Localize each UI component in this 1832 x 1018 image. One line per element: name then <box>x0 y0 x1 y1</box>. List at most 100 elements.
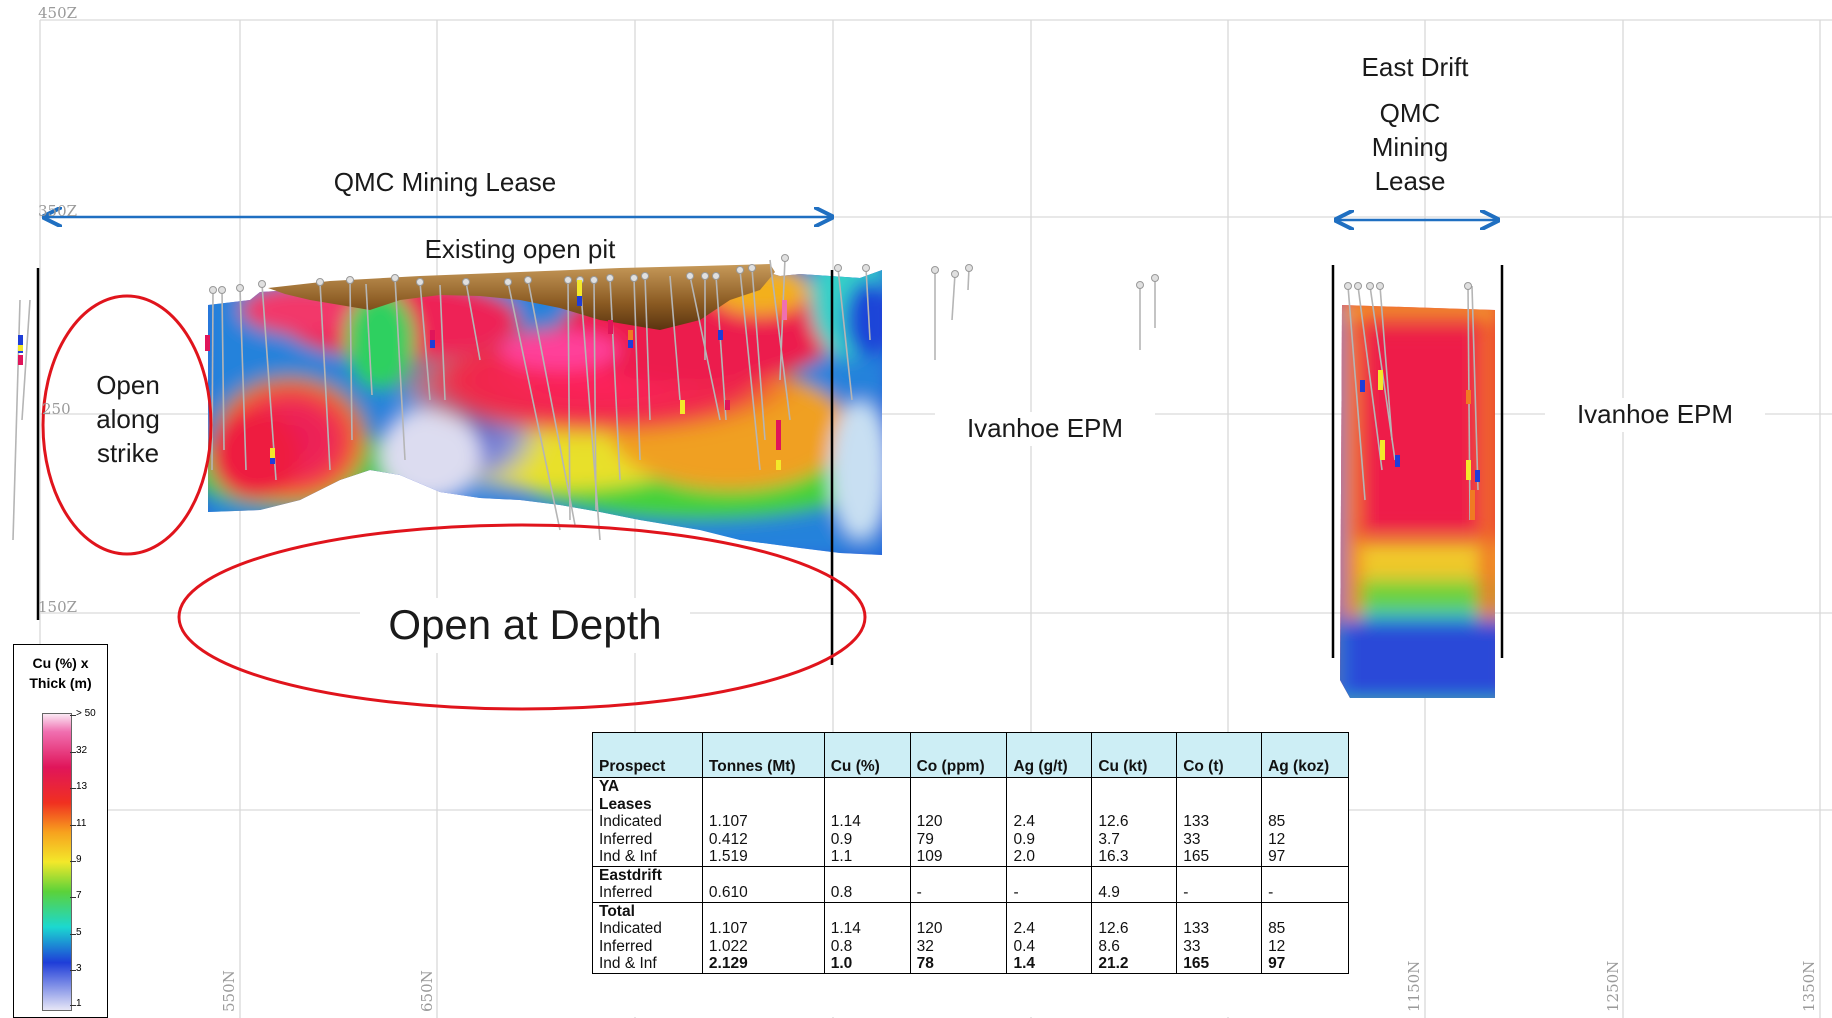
legend-title: Cu (%) x Thick (m) <box>14 653 107 694</box>
cell: - <box>1006 884 1093 902</box>
cell-value: 165 <box>1183 955 1210 972</box>
cell: 165 <box>1176 848 1263 866</box>
legend-title-line-2: Thick (m) <box>29 675 92 692</box>
cell: 12 <box>1261 937 1349 955</box>
cell-value: 21.2 <box>1098 955 1129 972</box>
open-strike-label: Open along strike <box>68 369 188 470</box>
cell: 0.610 <box>701 884 825 902</box>
cell-value: 78 <box>916 955 934 972</box>
color-legend: Cu (%) x Thick (m) > 50 32 13 11 9 7 5 3… <box>13 644 108 1018</box>
qmc-east-line-3: Lease <box>1374 165 1446 196</box>
table-group-row: Eastdrift <box>592 865 1349 884</box>
cell: 0.9 <box>1006 830 1093 848</box>
cell: 16.3 <box>1091 848 1178 866</box>
cell: 1.1 <box>823 848 911 866</box>
table-row: Ind & Inf 1.519 1.1 109 2.0 16.3 165 97 <box>592 848 1349 866</box>
cell: 120 <box>909 813 1008 831</box>
ivanhoe-epm-label-1: Ivanhoe EPM <box>935 412 1155 446</box>
cell: 109 <box>909 848 1008 866</box>
cell: 33 <box>1176 830 1263 848</box>
cell-value: 1.4 <box>1013 955 1036 972</box>
cell: Inferred <box>592 937 703 955</box>
cell: 8.6 <box>1091 937 1178 955</box>
cell: 3.7 <box>1091 830 1178 848</box>
cell: 133 <box>1176 920 1263 938</box>
table-group-row: YA <box>592 777 1349 796</box>
col-header: Tonnes (Mt) <box>701 732 825 778</box>
northing-label-650: 650N <box>418 970 436 1012</box>
cell: 1.022 <box>701 937 825 955</box>
legend-tick: 5 <box>76 927 82 938</box>
legend-tick: 7 <box>76 890 82 901</box>
resource-table: Prospect Tonnes (Mt) Cu (%) Co (ppm) Ag … <box>592 732 1349 974</box>
cell: Ind & Inf <box>592 848 703 866</box>
cell: 0.9 <box>823 830 911 848</box>
cell: 0.8 <box>823 937 911 955</box>
elevation-label-150: 150Z <box>38 598 78 616</box>
legend-title-line-1: Cu (%) x <box>32 655 89 671</box>
legend-tick: > 50 <box>76 708 96 719</box>
cell: Inferred <box>592 830 703 848</box>
cell: 1.14 <box>823 813 911 831</box>
open-depth-label: Open at Depth <box>360 598 690 653</box>
qmc-east-line-2: Mining <box>1371 131 1449 162</box>
table-row: Indicated 1.107 1.14 120 2.4 12.6 133 85 <box>592 920 1349 938</box>
table-header-row: Prospect Tonnes (Mt) Cu (%) Co (ppm) Ag … <box>592 732 1349 778</box>
cell: 21.2 <box>1091 955 1178 974</box>
cell: 78 <box>909 955 1008 974</box>
col-header: Cu (%) <box>823 732 911 778</box>
qmc-lease-east-label: QMC Mining Lease <box>1340 97 1480 198</box>
cell: 85 <box>1261 813 1349 831</box>
legend-tick: 13 <box>76 781 88 792</box>
open-strike-ellipse <box>41 294 213 556</box>
northing-label-1250: 1250N <box>1604 960 1622 1012</box>
cell: 2.4 <box>1006 813 1093 831</box>
cell: - <box>1261 884 1349 902</box>
qmc-east-line-1: QMC <box>1379 98 1441 128</box>
east-drift-label: East Drift <box>1361 52 1469 82</box>
cell: - <box>1176 884 1263 902</box>
main-lens-heatmap <box>208 270 882 555</box>
cell: 33 <box>1176 937 1263 955</box>
cell: 1.107 <box>701 920 825 938</box>
open-strike-line-1: Open <box>96 370 160 400</box>
east-drift-heatmap <box>1340 305 1495 698</box>
cell: 0.4 <box>1006 937 1093 955</box>
col-header: Prospect <box>592 732 703 778</box>
cell: 97 <box>1261 848 1349 866</box>
northing-label-1150: 1150N <box>1405 960 1423 1012</box>
cell: Indicated <box>592 813 703 831</box>
cell: - <box>909 884 1008 902</box>
cell: Inferred <box>592 884 703 902</box>
table-row: Inferred 1.022 0.8 32 0.4 8.6 33 12 <box>592 937 1349 955</box>
col-header: Ag (g/t) <box>1006 732 1093 778</box>
drill-collars <box>209 254 1472 294</box>
cell: 2.129 <box>701 955 825 974</box>
drill-holes <box>12 257 1479 541</box>
cell: 97 <box>1261 955 1349 974</box>
cell: 1.519 <box>701 848 825 866</box>
table-group-row: Leases <box>592 795 1349 813</box>
cell: 12.6 <box>1091 920 1178 938</box>
cell: 1.4 <box>1006 955 1093 974</box>
table-group-row: Total <box>592 901 1349 920</box>
cell: 12 <box>1261 830 1349 848</box>
cell: 133 <box>1176 813 1263 831</box>
ivanhoe-epm-label-2: Ivanhoe EPM <box>1545 398 1765 432</box>
cell: 2.4 <box>1006 920 1093 938</box>
existing-pit-label: Existing open pit <box>424 234 616 264</box>
elevation-label-350: 350Z <box>38 202 78 220</box>
assay-intervals <box>18 280 1480 520</box>
cell: Indicated <box>592 920 703 938</box>
cell: 79 <box>909 830 1008 848</box>
legend-tick: 32 <box>76 745 88 756</box>
cell: 2.0 <box>1006 848 1093 866</box>
cell: 165 <box>1176 955 1263 974</box>
table-row: Inferred 0.610 0.8 - - 4.9 - - <box>592 884 1349 902</box>
northing-label-1350: 1350N <box>1800 960 1818 1012</box>
resource-table-container: Prospect Tonnes (Mt) Cu (%) Co (ppm) Ag … <box>592 732 1349 1017</box>
cell: 85 <box>1261 920 1349 938</box>
legend-tick: 3 <box>76 963 82 974</box>
cell-value: 97 <box>1268 955 1286 972</box>
